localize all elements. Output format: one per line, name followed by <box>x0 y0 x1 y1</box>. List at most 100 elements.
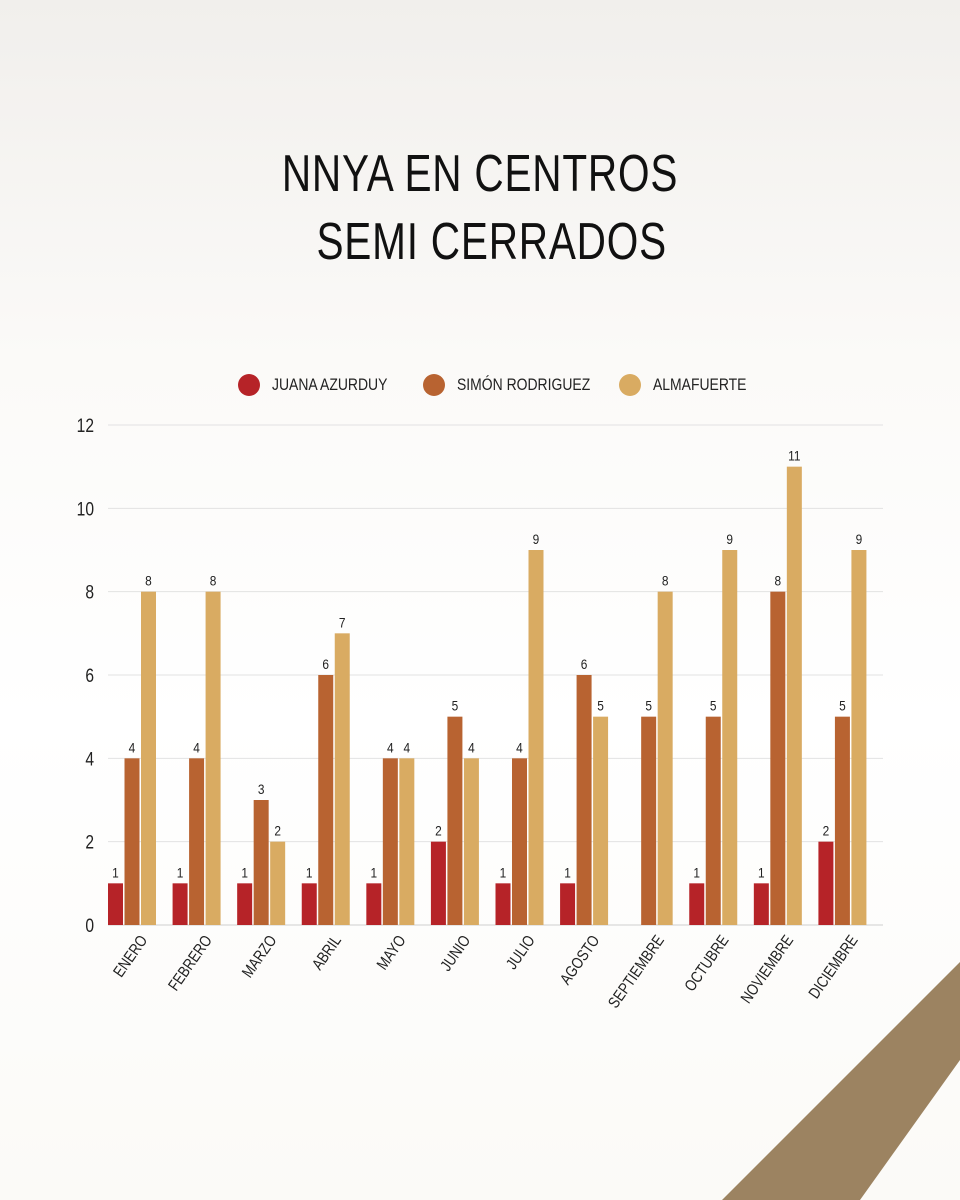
legend: JUANA AZURDUY SIMÓN RODRIGUEZ ALMAFUERTE <box>0 370 960 400</box>
data-label: 7 <box>339 614 346 630</box>
bar <box>786 466 802 925</box>
bar <box>851 550 867 925</box>
data-label: 4 <box>516 739 523 755</box>
legend-swatch-simon-rodriguez <box>423 374 445 396</box>
data-label: 6 <box>581 656 588 672</box>
bar <box>705 716 721 925</box>
data-label: 6 <box>322 656 329 672</box>
bar <box>753 883 769 925</box>
bar <box>382 758 398 925</box>
x-tick-label: ENERO <box>110 932 151 980</box>
data-label: 2 <box>274 823 281 839</box>
data-label: 2 <box>823 823 830 839</box>
bar <box>528 550 544 925</box>
x-tick-label: DICIEMBRE <box>806 932 862 1002</box>
bar <box>689 883 705 925</box>
data-label: 5 <box>839 698 846 714</box>
legend-label-almafuerte: ALMAFUERTE <box>653 375 747 394</box>
bar <box>818 841 834 925</box>
legend-swatch-juana-azurduy <box>238 374 260 396</box>
x-tick-label: MARZO <box>239 932 280 981</box>
x-tick-label: SEPTIEMBRE <box>605 932 668 1011</box>
bar <box>205 591 221 925</box>
bar <box>141 591 156 925</box>
bar <box>657 591 673 925</box>
y-tick-label: 2 <box>85 831 94 853</box>
data-label: 5 <box>645 698 652 714</box>
title-line-2: SEMI CERRADOS <box>316 213 667 271</box>
data-label: 5 <box>710 698 717 714</box>
bar <box>463 758 479 925</box>
data-label: 1 <box>693 864 700 880</box>
data-label: 1 <box>112 864 119 880</box>
bar <box>270 841 286 925</box>
data-label: 5 <box>597 698 604 714</box>
data-label: 1 <box>371 864 378 880</box>
data-label: 1 <box>758 864 765 880</box>
data-label: 3 <box>258 781 265 797</box>
bar <box>237 883 253 925</box>
data-label: 1 <box>241 864 248 880</box>
data-label: 11 <box>788 448 800 464</box>
data-label: 1 <box>500 864 507 880</box>
data-label: 2 <box>435 823 442 839</box>
bar <box>334 633 350 925</box>
bar <box>124 758 140 925</box>
data-label: 9 <box>533 531 540 547</box>
data-label: 8 <box>145 573 152 589</box>
data-label: 4 <box>387 739 394 755</box>
legend-label-juana-azurduy: JUANA AZURDUY <box>272 375 388 394</box>
legend-swatch-almafuerte <box>619 374 641 396</box>
data-label: 8 <box>662 573 669 589</box>
y-tick-label: 6 <box>85 665 94 687</box>
bar <box>834 716 850 925</box>
data-label: 9 <box>726 531 733 547</box>
bar <box>253 800 269 925</box>
y-tick-label: 0 <box>85 915 94 937</box>
bar <box>447 716 463 925</box>
bar <box>512 758 527 925</box>
y-tick-label: 4 <box>85 748 94 770</box>
title-line-1: NNYA EN CENTROS <box>281 145 679 203</box>
bar <box>189 758 205 925</box>
bar <box>495 883 511 925</box>
data-label: 1 <box>177 864 184 880</box>
data-label: 9 <box>856 531 863 547</box>
x-tick-label: MAYO <box>374 932 410 973</box>
bar <box>301 883 317 925</box>
bar <box>593 716 609 925</box>
bar <box>722 550 738 925</box>
bar <box>172 883 188 925</box>
bar <box>430 841 446 925</box>
x-tick-label: OCTUBRE <box>682 932 733 995</box>
data-label: 1 <box>306 864 313 880</box>
data-label: 4 <box>468 739 475 755</box>
y-tick-label: 8 <box>85 581 94 603</box>
x-tick-label: JULIO <box>503 932 539 972</box>
bar <box>770 591 786 925</box>
data-label: 8 <box>775 573 782 589</box>
data-label: 8 <box>210 573 217 589</box>
y-tick-label: 12 <box>77 415 94 437</box>
bar <box>318 675 334 925</box>
y-tick-label: 10 <box>77 498 94 520</box>
x-tick-label: JUNIO <box>438 932 475 974</box>
bar <box>399 758 415 925</box>
bar <box>366 883 382 925</box>
x-tick-label: ABRIL <box>309 932 345 973</box>
legend-item-simon-rodriguez: SIMÓN RODRIGUEZ <box>423 370 619 400</box>
bar <box>108 883 123 925</box>
data-label: 4 <box>193 739 200 755</box>
data-label: 1 <box>564 864 571 880</box>
bar <box>560 883 576 925</box>
legend-item-juana-azurduy: JUANA AZURDUY <box>238 370 413 400</box>
x-tick-label: FEBRERO <box>165 932 216 994</box>
data-label: 4 <box>129 739 136 755</box>
x-tick-label: NOVIEMBRE <box>738 932 798 1007</box>
legend-label-simon-rodriguez: SIMÓN RODRIGUEZ <box>457 375 591 394</box>
bar <box>576 675 592 925</box>
data-label: 4 <box>404 739 411 755</box>
x-tick-label: AGOSTO <box>557 932 603 988</box>
